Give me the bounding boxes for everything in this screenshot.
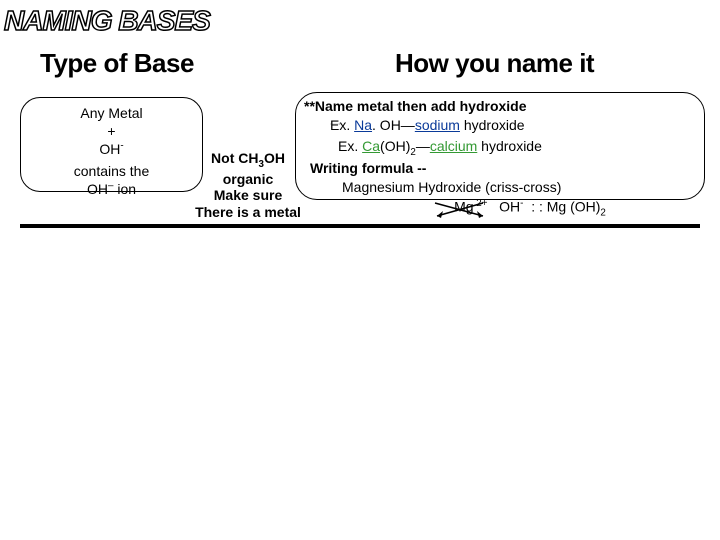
left-line-plus: +	[21, 122, 202, 140]
heading-type-of-base: Type of Base	[40, 48, 194, 79]
right-rounded-box: **Name metal then add hydroxide Ex. Na. …	[295, 92, 705, 200]
heading-how-you-name-it: How you name it	[395, 48, 594, 79]
left-rounded-box: Any Metal + OH- contains the OH– ion	[20, 97, 203, 192]
right-mg-hydroxide-line: Magnesium Hydroxide (criss-cross)	[304, 178, 696, 197]
mid-line-make-sure: Make sure	[182, 187, 314, 204]
right-example-1: Ex. Na. OH—sodium hydroxide	[304, 116, 696, 135]
right-example-2: Ex. Ca(OH)2—calcium hydroxide	[304, 137, 696, 159]
right-writing-formula: Writing formula --	[304, 159, 696, 178]
divider-line	[20, 224, 700, 228]
right-criss-cross-line: Mg 2+ OH- : : Mg (OH)2	[304, 197, 696, 220]
criss-cross-icon	[433, 201, 489, 219]
left-line-any-metal: Any Metal	[21, 104, 202, 122]
left-line-oh: OH-	[21, 140, 202, 158]
left-line-contains: contains the OH– ion	[21, 162, 202, 198]
title-naming-bases: NAMING BASES	[4, 5, 210, 37]
mid-line-there-is-metal: There is a metal	[182, 204, 314, 221]
right-rule-line: **Name metal then add hydroxide	[304, 97, 696, 116]
